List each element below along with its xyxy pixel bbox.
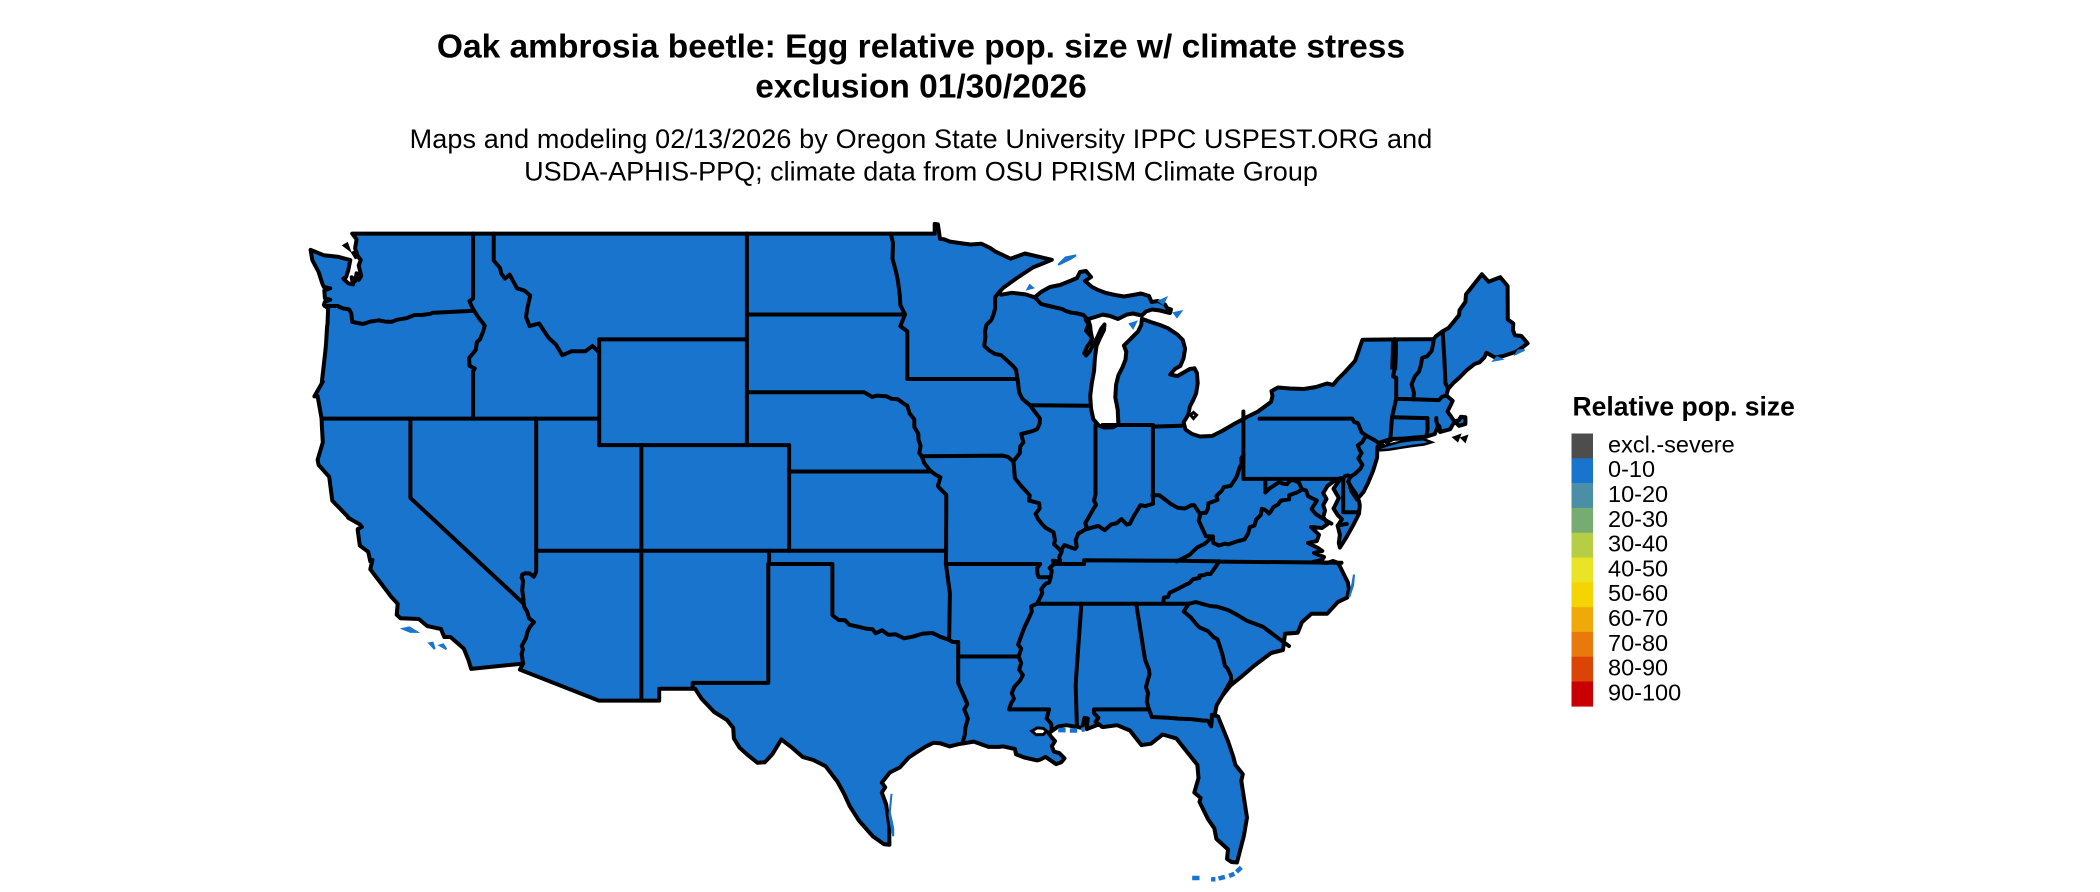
svg-text:50-60: 50-60 — [1608, 580, 1668, 606]
svg-text:Oak ambrosia beetle: Egg relat: Oak ambrosia beetle: Egg relative pop. s… — [437, 29, 1405, 66]
svg-text:Relative pop. size: Relative pop. size — [1573, 392, 1795, 422]
svg-text:USDA-APHIS-PPQ; climate data f: USDA-APHIS-PPQ; climate data from OSU PR… — [524, 157, 1318, 187]
svg-text:exclusion 01/30/2026: exclusion 01/30/2026 — [755, 69, 1087, 106]
svg-text:80-90: 80-90 — [1608, 655, 1668, 681]
svg-text:excl.-severe: excl.-severe — [1608, 431, 1735, 457]
svg-text:70-80: 70-80 — [1608, 630, 1668, 656]
svg-text:0-10: 0-10 — [1608, 456, 1655, 482]
svg-text:30-40: 30-40 — [1608, 531, 1668, 557]
svg-text:60-70: 60-70 — [1608, 605, 1668, 631]
svg-text:20-30: 20-30 — [1608, 506, 1668, 532]
svg-text:Maps and modeling 02/13/2026 b: Maps and modeling 02/13/2026 by Oregon S… — [410, 124, 1433, 154]
svg-text:10-20: 10-20 — [1608, 481, 1668, 507]
svg-text:40-50: 40-50 — [1608, 555, 1668, 581]
svg-text:90-100: 90-100 — [1608, 679, 1681, 705]
